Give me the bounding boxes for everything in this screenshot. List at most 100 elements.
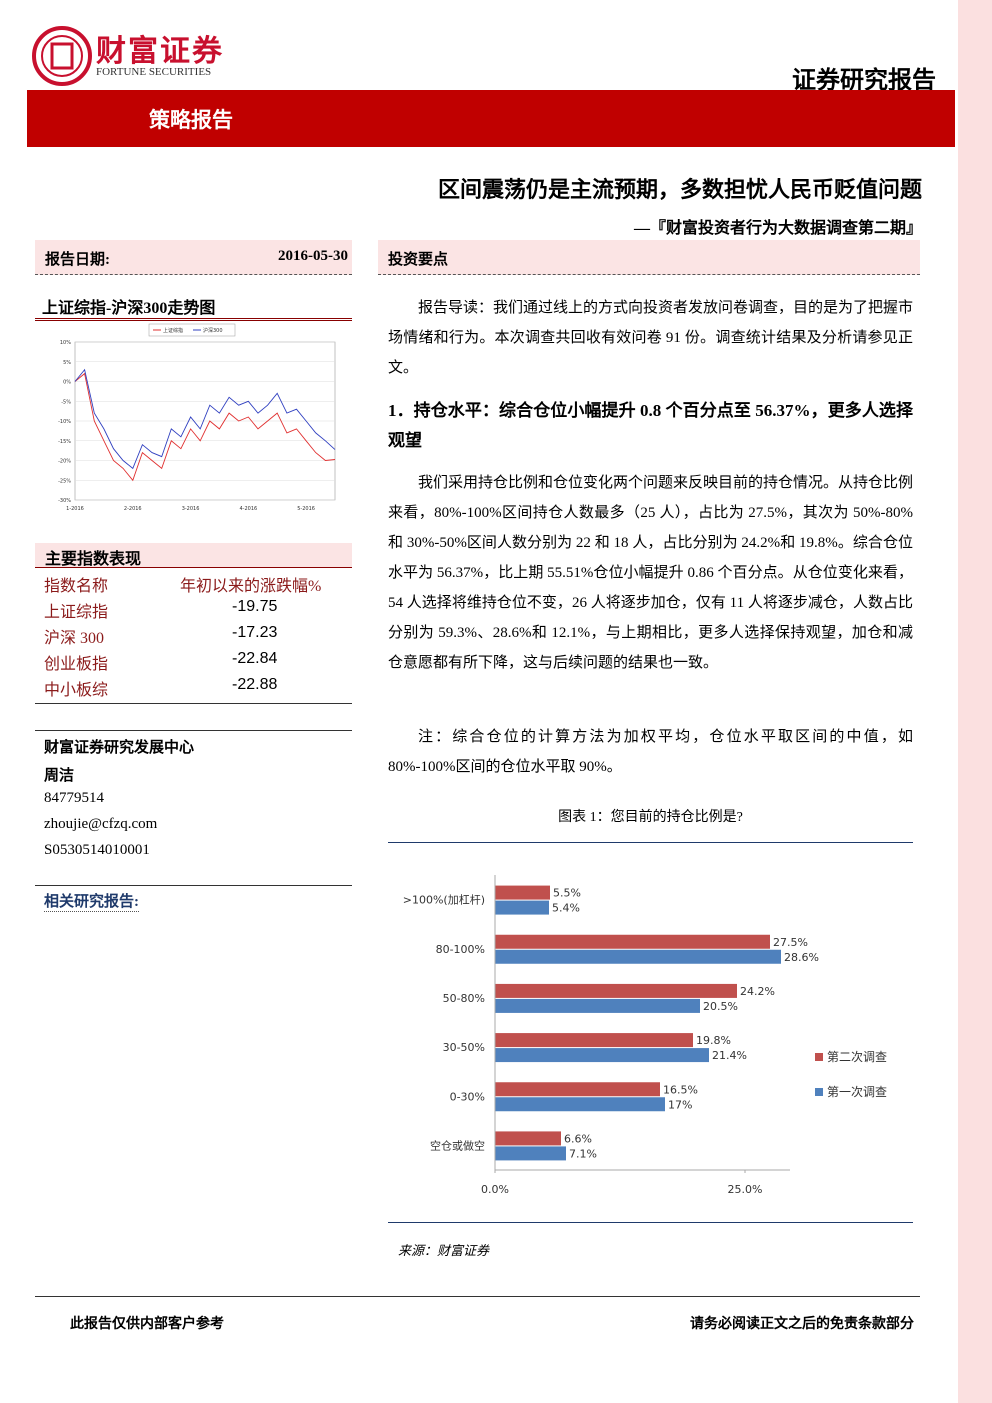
date: 2016-05-30 xyxy=(278,248,348,264)
legend-swatch xyxy=(815,1053,823,1061)
y-tick-label: 50-80% xyxy=(443,992,485,1005)
rule xyxy=(35,1296,920,1297)
x-tick-label: 1-2016 xyxy=(66,506,84,512)
bar xyxy=(495,1033,693,1048)
y-tick-label: -15% xyxy=(58,439,71,445)
bar xyxy=(495,949,781,964)
x-tick-label: 3-2016 xyxy=(182,506,200,512)
x-tick-label: 0.0% xyxy=(481,1183,509,1196)
rule xyxy=(388,1222,913,1223)
value-label: 24.2% xyxy=(740,985,775,998)
x-tick-label: 2-2016 xyxy=(124,506,142,512)
y-tick-label: 30-50% xyxy=(443,1041,485,1054)
index-name: 上证综指 xyxy=(44,604,109,621)
table-header: 年初以来的涨跌幅% xyxy=(180,578,322,595)
y-tick-label: 0-30% xyxy=(450,1090,485,1103)
intro: 报告导读：我们通过线上的方式向投资者发放问卷调查，目的是为了把握市场情绪和行为。… xyxy=(388,300,914,376)
org: 财富证券研究发展中心 xyxy=(44,740,195,756)
bar xyxy=(495,983,737,998)
bar xyxy=(495,1131,561,1146)
trend-chart: 10% 5% 0% -5% -10% -15% -20% -25% -30% 1-2016 2-20… xyxy=(58,323,336,512)
index-change: -17.23 xyxy=(232,624,278,641)
report-type: 证券研究报告 xyxy=(792,68,936,94)
related: 相关研究报告: xyxy=(44,890,139,912)
value-label: 19.8% xyxy=(696,1034,731,1047)
value-label: 5.5% xyxy=(553,887,581,900)
bar xyxy=(495,1082,660,1097)
table-title-row: 主要指数表现 xyxy=(35,543,352,568)
index-change: -19.75 xyxy=(232,598,278,615)
bar xyxy=(495,1048,709,1063)
bar xyxy=(495,1097,665,1112)
date-label: 报告日期: xyxy=(45,252,110,268)
value-label: 6.6% xyxy=(564,1132,592,1145)
legend-label: 第一次调查 xyxy=(827,1085,887,1099)
subtitle: —『财富投资者行为大数据调查第二期』 xyxy=(633,220,922,237)
table-title: 主要指数表现 xyxy=(45,551,142,568)
y-tick-label: -10% xyxy=(58,419,71,425)
holding-chart: >100%(加杠杆) 5.5% 5.4% 80-100% 27.5% 28.6% 50-80… xyxy=(403,875,887,1196)
index-change: -22.84 xyxy=(232,650,278,667)
cert: S0530514010001 xyxy=(44,842,150,858)
email: zhoujie@cfzq.com xyxy=(44,816,158,832)
value-label: 20.5% xyxy=(703,1000,738,1013)
bar xyxy=(495,998,700,1013)
value-label: 21.4% xyxy=(712,1049,747,1062)
index-name: 中小板综 xyxy=(44,682,109,699)
legend-label: 第二次调查 xyxy=(827,1050,887,1064)
y-tick-label: -25% xyxy=(58,478,71,484)
body: 我们采用持仓比例和仓位变化两个问题来反映目前的持仓情况。从持仓比例来看，80%-… xyxy=(388,475,914,671)
value-label: 27.5% xyxy=(773,936,808,949)
value-label: 17% xyxy=(668,1098,692,1111)
y-tick-label: 5% xyxy=(63,360,71,366)
legend-label: 沪深300 xyxy=(203,327,223,334)
legend-swatch xyxy=(815,1088,823,1096)
x-tick-label: 4-2016 xyxy=(239,506,257,512)
value-label: 28.6% xyxy=(784,951,819,964)
bar xyxy=(495,1146,566,1161)
title: 区间震荡仍是主流预期，多数担忧人民币贬值问题 xyxy=(437,177,922,202)
legend-box xyxy=(148,323,236,337)
y-tick-label: 80-100% xyxy=(436,943,485,956)
trend-title: 上证综指-沪深300走势图 xyxy=(42,300,216,317)
value-label: 7.1% xyxy=(569,1147,597,1160)
rule xyxy=(388,842,913,843)
source: 来源：财富证券 xyxy=(398,1243,490,1258)
table-header: 指数名称 xyxy=(44,578,109,595)
rule xyxy=(35,703,352,704)
y-tick-label: 10% xyxy=(60,340,71,346)
bar xyxy=(495,934,770,949)
note: 注：综合仓位的计算方法为加权平均，仓位水平取区间的中值，如 80%-100%区间… xyxy=(388,729,913,775)
x-tick-label: 25.0% xyxy=(728,1183,763,1196)
rule xyxy=(35,885,352,886)
x-tick-label: 5-2016 xyxy=(297,506,315,512)
value-label: 16.5% xyxy=(663,1083,698,1096)
rule xyxy=(35,730,352,731)
footer-right: 请务必阅读正文之后的免责条款部分 xyxy=(690,1317,914,1332)
series-line xyxy=(74,372,336,482)
value-label: 5.4% xyxy=(552,902,580,915)
rule xyxy=(35,318,352,321)
index-change: -22.88 xyxy=(232,676,278,693)
index-name: 创业板指 xyxy=(44,656,109,673)
analyst: 周洁 xyxy=(44,768,75,784)
footer-left: 此报告仅供内部客户参考 xyxy=(70,1317,224,1332)
banner-text: 策略报告 xyxy=(149,108,233,132)
bar xyxy=(495,885,550,900)
y-tick-label: >100%(加杠杆) xyxy=(403,893,485,907)
legend-label: 上证综指 xyxy=(163,327,183,334)
series-line xyxy=(74,368,336,470)
section-row: 投资要点 xyxy=(378,240,920,275)
heading: 1．持仓水平：综合仓位小幅提升 0.8 个百分点至 56.37%，更多人选择观望 xyxy=(388,401,913,450)
logo-cn: 财富证券 xyxy=(96,35,224,68)
y-tick-label: 空仓或做空 xyxy=(430,1138,485,1152)
logo-en: FORTUNE SECURITIES xyxy=(96,66,212,78)
figure-title: 图表 1：您目前的持仓比例是? xyxy=(558,810,743,825)
y-tick-label: -20% xyxy=(58,459,71,465)
date-row: 报告日期: 2016-05-30 xyxy=(35,240,352,275)
y-tick-label: -30% xyxy=(58,498,71,504)
y-tick-label: -5% xyxy=(61,399,71,405)
y-tick-label: 0% xyxy=(63,380,71,386)
phone: 84779514 xyxy=(44,790,104,806)
